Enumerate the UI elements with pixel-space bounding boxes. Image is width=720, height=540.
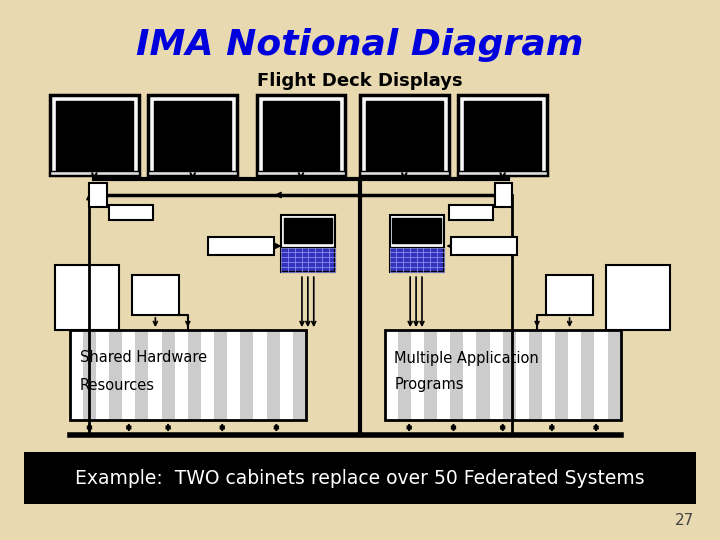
Bar	[257, 95, 346, 175]
Text: Multiple Application: Multiple Application	[395, 350, 539, 366]
Bar	[207, 237, 274, 255]
Text: Programs: Programs	[395, 377, 464, 393]
Bar	[148, 171, 237, 175]
Bar	[148, 95, 237, 175]
Bar	[568, 330, 581, 420]
Bar	[459, 95, 547, 175]
Bar	[70, 330, 83, 420]
Bar	[490, 330, 503, 420]
Text: Shared Hardware: Shared Hardware	[80, 350, 207, 366]
Bar	[96, 330, 109, 420]
Bar	[24, 452, 696, 504]
Bar	[516, 330, 529, 420]
Bar	[148, 330, 161, 420]
Bar	[135, 330, 148, 420]
Bar	[175, 330, 188, 420]
Bar	[50, 171, 139, 175]
Bar	[464, 101, 541, 171]
Bar	[392, 218, 441, 242]
Text: Example:  TWO cabinets replace over 50 Federated Systems: Example: TWO cabinets replace over 50 Fe…	[75, 469, 645, 488]
Bar	[293, 330, 306, 420]
Bar	[384, 330, 397, 420]
Bar	[459, 171, 547, 175]
Bar	[503, 330, 516, 420]
Bar	[282, 215, 336, 247]
Bar	[132, 275, 179, 315]
Bar	[154, 101, 231, 171]
Bar	[55, 265, 119, 330]
Bar	[542, 330, 555, 420]
Bar	[495, 183, 513, 207]
Bar	[109, 205, 153, 220]
Bar	[214, 330, 228, 420]
Bar	[411, 330, 424, 420]
Bar	[397, 330, 411, 420]
Bar	[56, 101, 132, 171]
Bar	[384, 330, 621, 420]
Bar	[424, 330, 437, 420]
Bar	[109, 330, 122, 420]
Bar	[188, 330, 201, 420]
Bar	[240, 330, 253, 420]
Bar	[161, 330, 175, 420]
Text: Resources: Resources	[80, 377, 155, 393]
Bar	[257, 171, 346, 175]
Bar	[437, 330, 450, 420]
Text: IMA Notional Diagram: IMA Notional Diagram	[136, 28, 584, 62]
Bar	[581, 330, 595, 420]
Bar	[463, 330, 477, 420]
Bar	[450, 330, 463, 420]
Bar	[284, 218, 333, 242]
Bar	[390, 215, 444, 247]
Bar	[451, 237, 518, 255]
Bar	[122, 330, 135, 420]
Bar	[263, 101, 339, 171]
Bar	[360, 171, 449, 175]
Bar	[449, 205, 492, 220]
Bar	[201, 330, 214, 420]
Bar	[279, 330, 293, 420]
Bar	[50, 95, 139, 175]
Bar	[366, 101, 443, 171]
Bar	[228, 330, 240, 420]
Bar	[555, 330, 568, 420]
Bar	[390, 247, 444, 272]
Text: Flight Deck Displays: Flight Deck Displays	[257, 72, 463, 90]
Bar	[70, 330, 306, 420]
Bar	[595, 330, 608, 420]
Bar	[529, 330, 542, 420]
Bar	[266, 330, 279, 420]
Bar	[608, 330, 621, 420]
Bar	[83, 330, 96, 420]
Bar	[253, 330, 266, 420]
Bar	[606, 265, 670, 330]
Bar	[282, 247, 336, 272]
Text: 27: 27	[675, 513, 695, 528]
Bar	[360, 95, 449, 175]
Bar	[477, 330, 490, 420]
Bar	[546, 275, 593, 315]
Bar	[89, 183, 107, 207]
